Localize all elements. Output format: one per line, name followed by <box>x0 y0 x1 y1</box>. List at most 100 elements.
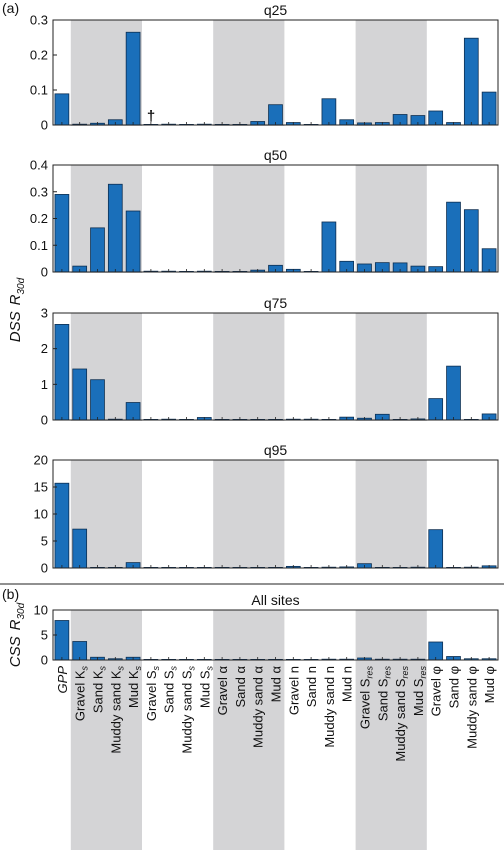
panel-title-1: q50 <box>264 147 288 163</box>
x-category-label-11: Muddy sand α <box>251 666 266 748</box>
bar-1-0 <box>54 194 70 273</box>
x-category-label-sub-20: res <box>418 666 428 679</box>
x-category-label-19: Muddy sand Sres <box>393 666 410 762</box>
panel-title-0: q25 <box>264 2 288 18</box>
y-tick-label-1-0: 0 <box>41 265 48 280</box>
band-gap-3 <box>53 569 498 610</box>
x-category-label-main-10: Sand α <box>233 666 248 708</box>
x-category-label-sub-3: s <box>115 666 125 671</box>
x-category-label-sub-4: s <box>133 666 143 671</box>
bar-1-24 <box>481 248 497 273</box>
bar-1-4 <box>125 210 141 273</box>
x-category-label-main-5: Gravel S <box>144 670 159 721</box>
shaded-band-1-1 <box>213 610 285 850</box>
bar-2-21 <box>428 398 444 421</box>
y-tick-label-4-0: 0 <box>41 653 48 668</box>
x-category-label-main-23: Muddy sand φ <box>464 666 479 749</box>
shaded-bands <box>53 20 498 850</box>
bar-0-23 <box>463 37 479 126</box>
x-category-label-1: Gravel Ks <box>73 666 90 722</box>
panel-title-3: q95 <box>264 442 288 458</box>
css-y-axis-label: CSS R30d <box>7 602 27 667</box>
bar-2-0 <box>54 324 70 421</box>
x-category-label-sub-19: res <box>400 666 410 679</box>
bar-1-23 <box>463 209 479 273</box>
y-tick-label-2-2: 2 <box>41 341 48 356</box>
chart-panel-3: q95 0 5 10 15 20 <box>34 442 499 576</box>
css-label-subscript: 30d <box>16 602 27 619</box>
x-category-label-sub-6: s <box>169 666 179 671</box>
y-tick-label-3-2: 10 <box>34 507 48 522</box>
y-tick-label-1-4: 0.4 <box>30 158 48 173</box>
x-category-label-7: Muddy sand Ss <box>180 666 197 754</box>
x-category-label-main-1: Gravel K <box>73 670 88 721</box>
x-category-label-main-4: Mud K <box>126 670 141 708</box>
bar-0-4 <box>125 31 141 126</box>
chart-panel-1: q50 0 0.1 0.2 0.3 0.4 <box>30 147 499 280</box>
dss-label-r: R <box>7 294 24 305</box>
panel-title-4: All sites <box>251 592 299 608</box>
dss-label-subscript: 30d <box>16 277 27 294</box>
y-tick-label-3-1: 5 <box>41 534 48 549</box>
x-category-label-18: Sand Sres <box>375 666 392 722</box>
panel-label-a: (a) <box>2 0 19 16</box>
panel-label-b: (b) <box>2 586 19 602</box>
x-category-label-main-6: Sand S <box>162 670 177 713</box>
x-category-label-5: Gravel Ss <box>144 666 161 722</box>
x-category-label-22: Sand φ <box>447 666 462 708</box>
y-tick-label-0-1: 0.1 <box>30 83 48 98</box>
x-category-label-sub-7: s <box>187 666 197 671</box>
x-category-label-15: Muddy sand n <box>322 666 337 748</box>
x-category-label-6: Sand Ss <box>162 666 179 714</box>
y-tick-label-3-3: 15 <box>34 480 48 495</box>
x-category-label-main-2: Sand K <box>91 670 106 713</box>
y-tick-label-4-2: 10 <box>34 603 48 618</box>
x-category-label-main-11: Muddy sand α <box>251 666 266 748</box>
x-category-label-12: Mud α <box>269 666 284 703</box>
x-category-label-main-19: Muddy sand S <box>393 678 408 761</box>
x-category-label-4: Mud Ks <box>126 666 143 709</box>
y-tick-label-4-1: 5 <box>41 628 48 643</box>
x-category-label-9: Gravel α <box>215 666 230 716</box>
x-category-label-main-20: Mud S <box>411 678 426 716</box>
dagger-annotation: † <box>147 108 155 125</box>
y-tick-label-1-2: 0.2 <box>30 211 48 226</box>
y-tick-label-2-0: 0 <box>41 413 48 428</box>
chart-panel-2: q75 0 1 2 3 <box>41 295 499 428</box>
band-gap-2 <box>53 421 498 460</box>
x-category-label-2: Sand Ks <box>91 666 108 714</box>
x-category-label-main-24: Mud φ <box>482 666 497 703</box>
x-category-label-main-18: Sand S <box>375 678 390 721</box>
y-tick-label-1-3: 0.3 <box>30 184 48 199</box>
bar-0-12 <box>268 104 283 126</box>
panel-title-2: q75 <box>264 295 288 311</box>
x-category-label-main-17: Gravel S <box>358 678 373 729</box>
band-gap-0 <box>53 126 498 165</box>
y-tick-label-0-2: 0.2 <box>30 48 48 63</box>
x-category-label-8: Mud Ss <box>197 666 214 709</box>
css-label-text: CSS <box>7 636 24 667</box>
y-tick-label-0-3: 0.3 <box>30 13 48 28</box>
bar-1-2 <box>90 227 105 273</box>
bar-4-0 <box>54 620 70 661</box>
x-category-label-sub-17: res <box>365 666 375 679</box>
x-category-label-main-7: Muddy sand S <box>180 670 195 753</box>
x-category-label-main-12: Mud α <box>269 666 284 703</box>
x-category-label-main-21: Gravel φ <box>429 666 444 716</box>
y-tick-label-0-0: 0 <box>41 118 48 133</box>
bar-3-1 <box>72 528 88 569</box>
x-category-label-16: Mud n <box>340 666 355 702</box>
x-category-label-sub-2: s <box>98 666 108 671</box>
bar-0-24 <box>481 91 497 126</box>
x-category-label-10: Sand α <box>233 666 248 708</box>
x-category-label-main-0: GPP <box>55 666 70 694</box>
x-category-label-sub-1: s <box>80 666 90 671</box>
dss-y-axis-label: DSS R30d <box>7 277 27 342</box>
dss-label-text: DSS <box>7 311 24 342</box>
x-category-label-main-9: Gravel α <box>215 666 230 716</box>
bar-3-0 <box>54 482 70 569</box>
x-category-label-main-16: Mud n <box>340 666 355 702</box>
x-category-label-13: Gravel n <box>286 666 301 715</box>
